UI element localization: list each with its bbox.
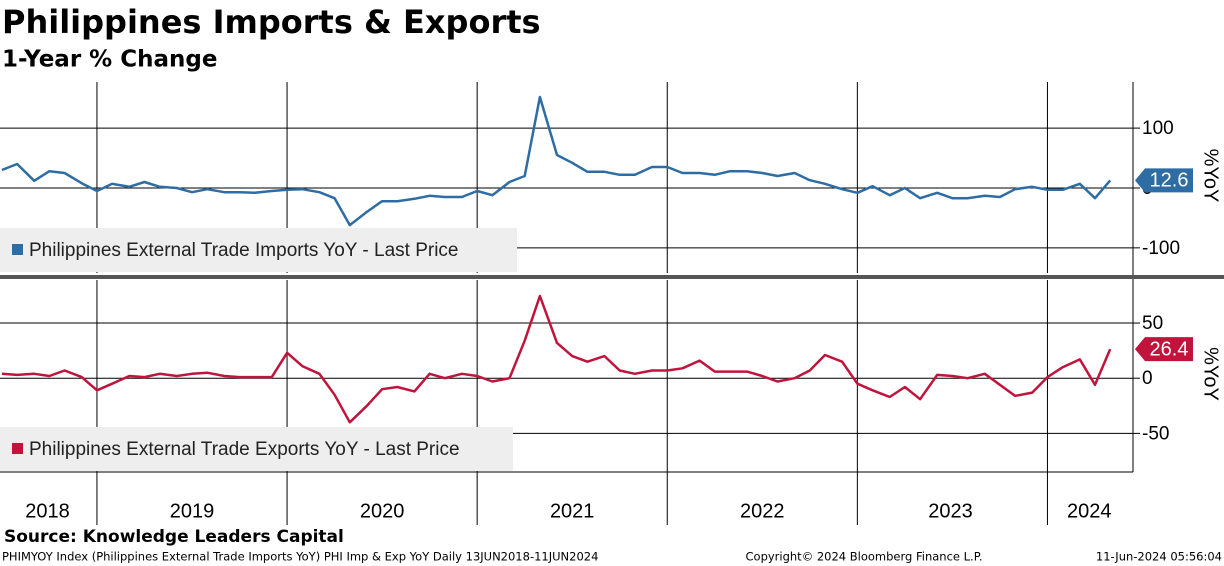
x-tick-label: 2018 bbox=[25, 500, 70, 522]
x-tick-label: 2022 bbox=[740, 500, 785, 522]
x-tick-label: 2019 bbox=[170, 500, 215, 522]
data-line bbox=[1, 95, 1112, 227]
chart-subtitle: 1-Year % Change bbox=[2, 47, 217, 73]
value-tag bbox=[1135, 337, 1193, 362]
y-axis-label: %YoY bbox=[1200, 149, 1222, 203]
x-tick-label: 2021 bbox=[550, 500, 595, 522]
source: Source: Knowledge Leaders Capital bbox=[4, 527, 344, 547]
legend-box bbox=[0, 228, 517, 272]
legend-box bbox=[0, 427, 513, 471]
legend-label: Philippines External Trade Imports YoY -… bbox=[29, 240, 459, 261]
x-tick-label: 2020 bbox=[360, 500, 405, 522]
y-tick-label: 0 bbox=[1142, 368, 1153, 389]
panel-separator bbox=[0, 275, 1224, 279]
x-tick-label: 2024 bbox=[1067, 500, 1112, 522]
legend-swatch bbox=[12, 244, 23, 255]
y-tick-label: 100 bbox=[1142, 118, 1174, 139]
footer-right: 11-Jun-2024 05:56:04 bbox=[1096, 550, 1222, 564]
x-tick-label: 2023 bbox=[928, 500, 973, 522]
chart-title: Philippines Imports & Exports bbox=[2, 3, 541, 41]
value-tag-label: 12.6 bbox=[1150, 170, 1189, 192]
legend-label: Philippines External Trade Exports YoY -… bbox=[29, 439, 460, 460]
legend-swatch bbox=[12, 443, 23, 454]
y-tick-label: -50 bbox=[1142, 423, 1169, 444]
y-tick-label: 50 bbox=[1142, 313, 1163, 334]
value-tag bbox=[1135, 168, 1193, 193]
y-axis-label: %YoY bbox=[1200, 347, 1222, 401]
value-tag-label: 26.4 bbox=[1150, 338, 1189, 360]
data-line bbox=[1, 294, 1112, 424]
footer-center: Copyright© 2024 Bloomberg Finance L.P. bbox=[746, 550, 983, 564]
y-tick-label: -100 bbox=[1142, 238, 1180, 259]
footer-left: PHIMYOY Index (Philippines External Trad… bbox=[2, 550, 598, 564]
